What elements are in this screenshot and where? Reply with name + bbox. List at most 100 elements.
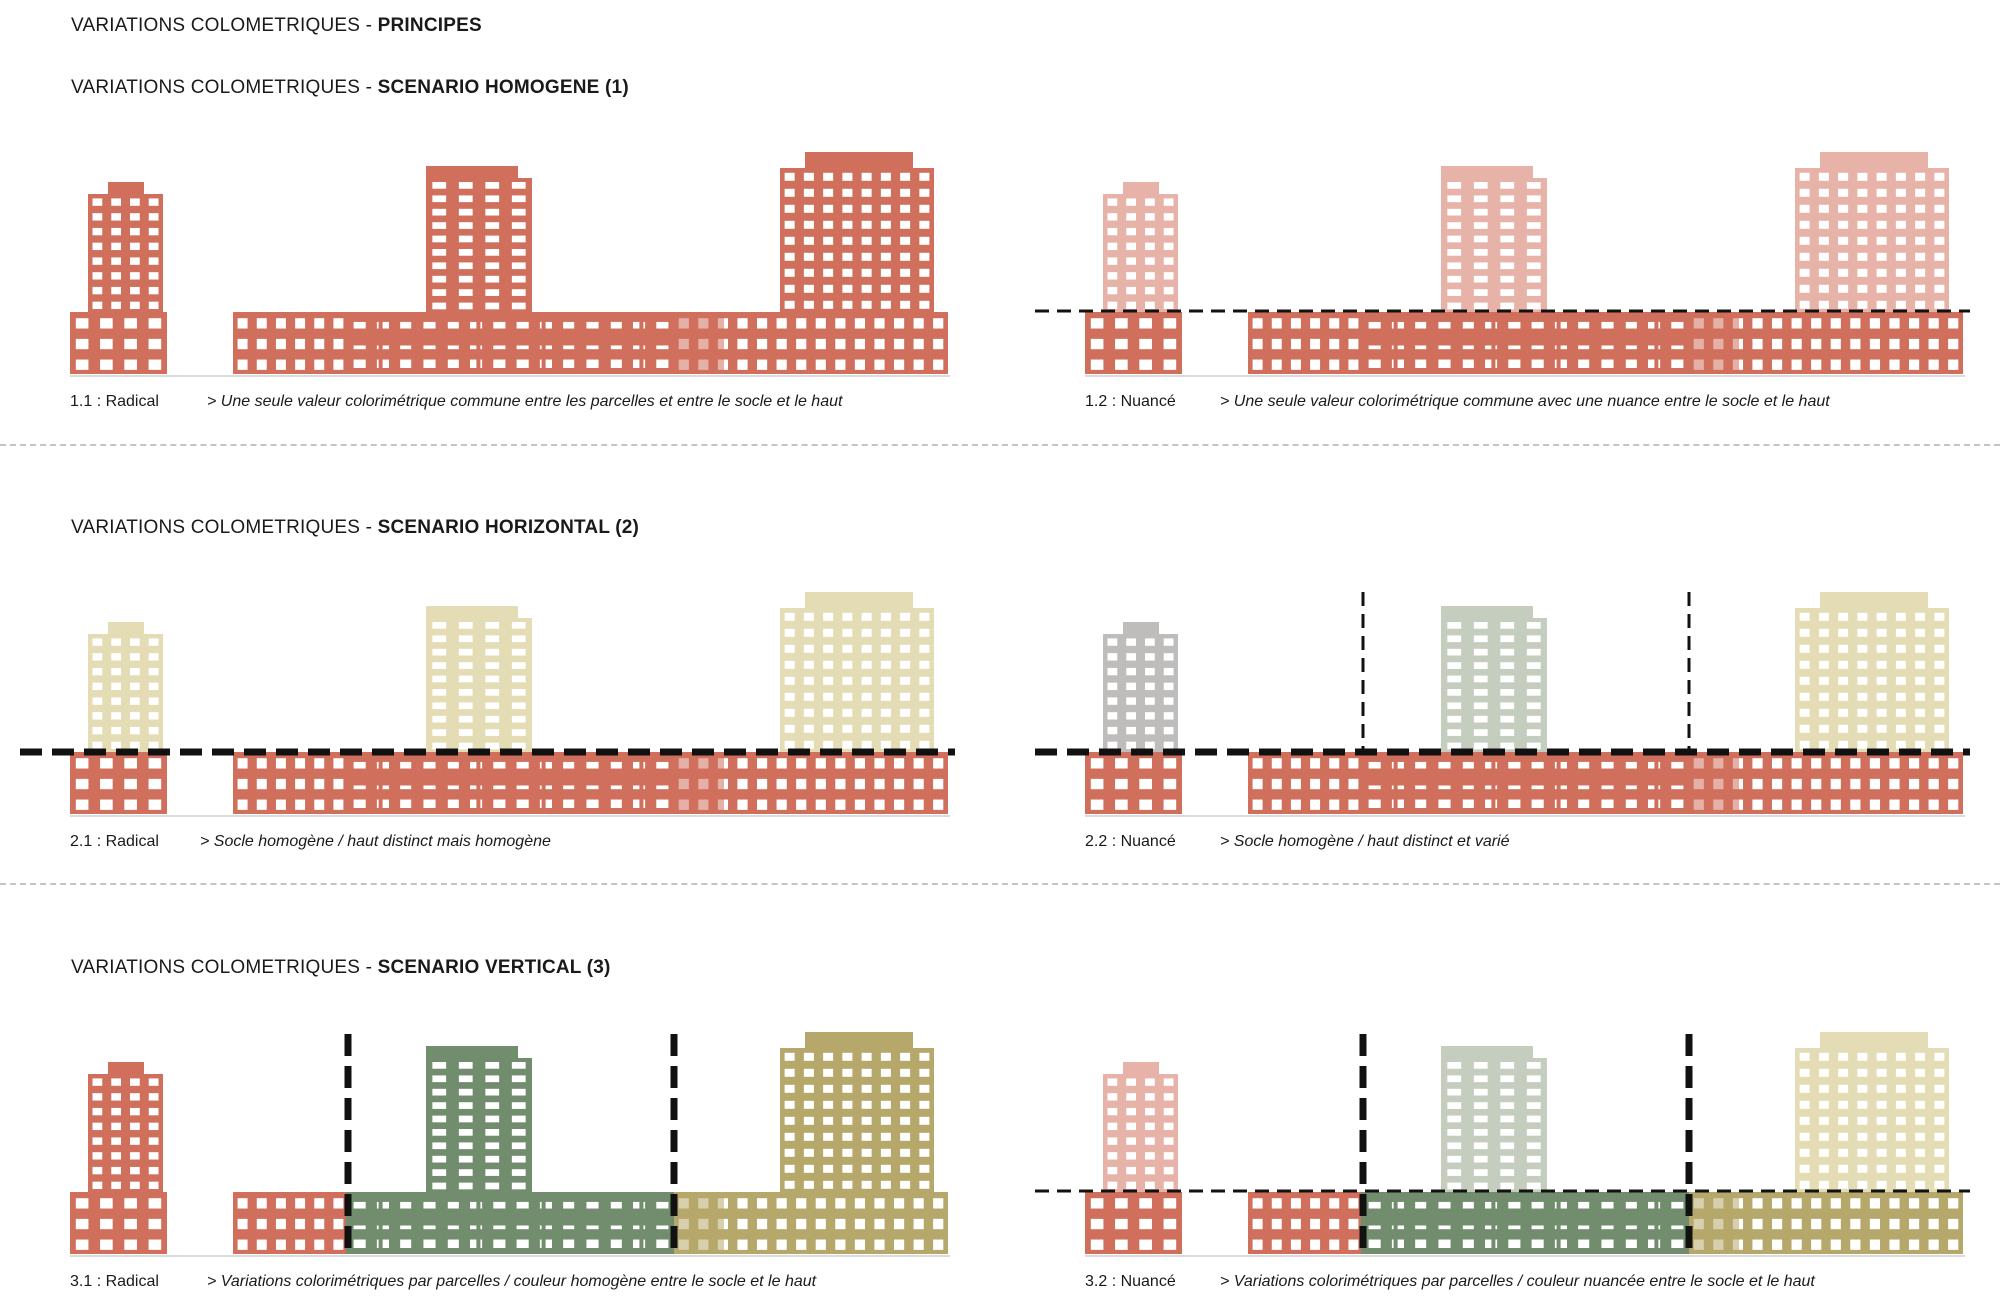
- window: [1752, 1218, 1763, 1230]
- window: [1485, 318, 1498, 329]
- window: [1752, 1198, 1763, 1209]
- window: [1811, 338, 1822, 350]
- window: [423, 758, 436, 769]
- window: [1348, 778, 1359, 790]
- window: [458, 275, 473, 283]
- window: [874, 1218, 885, 1230]
- window: [353, 359, 366, 370]
- window: [458, 675, 473, 683]
- window: [900, 204, 911, 213]
- tower-3-crown: [805, 152, 913, 168]
- window: [1473, 702, 1488, 710]
- caption-2-2: 2.2 : Nuancé > Socle homogène / haut dis…: [1085, 833, 1510, 851]
- window: [148, 726, 159, 735]
- caption-label: 3.2 : Nuancé: [1085, 1273, 1176, 1290]
- caption-label: 2.2 : Nuancé: [1085, 833, 1176, 850]
- window: [796, 758, 807, 769]
- window: [1838, 628, 1849, 637]
- window: [1838, 172, 1849, 181]
- window: [1139, 1218, 1152, 1230]
- window: [1526, 689, 1541, 696]
- window: [333, 359, 344, 370]
- window: [1508, 758, 1521, 769]
- window: [1438, 758, 1451, 769]
- window: [1895, 628, 1906, 637]
- window: [880, 1068, 891, 1077]
- window: [1500, 1075, 1515, 1083]
- window: [880, 1148, 891, 1157]
- window: [784, 1068, 795, 1077]
- window: [737, 1198, 748, 1209]
- window: [1500, 249, 1515, 256]
- window: [1107, 682, 1118, 691]
- window: [124, 359, 137, 370]
- window: [458, 222, 473, 229]
- window: [823, 660, 834, 669]
- window: [423, 799, 436, 810]
- window: [815, 1218, 826, 1230]
- window: [1271, 778, 1282, 790]
- window: [1163, 726, 1174, 735]
- window: [919, 1052, 930, 1061]
- window: [511, 1129, 526, 1136]
- socle-3-glazing: [1689, 312, 1739, 374]
- window: [656, 799, 669, 810]
- window: [275, 318, 286, 329]
- window: [111, 1107, 121, 1116]
- diagram-2-2: [1035, 592, 1970, 817]
- window: [861, 172, 872, 181]
- window: [784, 1052, 795, 1061]
- window: [563, 758, 576, 769]
- window: [432, 689, 447, 696]
- window: [1838, 1084, 1849, 1093]
- window: [458, 1169, 473, 1176]
- window: [1145, 712, 1155, 720]
- window: [1107, 227, 1118, 236]
- window: [130, 227, 140, 236]
- window: [485, 1129, 500, 1136]
- window: [1145, 697, 1155, 705]
- tower-3-crown: [1820, 152, 1928, 168]
- window: [75, 318, 89, 329]
- caption-label: 3.1 : Radical: [70, 1273, 159, 1290]
- window: [1447, 195, 1462, 203]
- window: [1368, 1198, 1381, 1209]
- window: [1876, 1148, 1887, 1157]
- window: [1500, 1088, 1515, 1096]
- window: [1473, 635, 1488, 643]
- window: [1601, 1198, 1614, 1209]
- window: [1895, 268, 1906, 277]
- window: [1252, 758, 1263, 769]
- window: [823, 172, 834, 181]
- window: [1915, 740, 1926, 749]
- window: [633, 359, 646, 370]
- window: [756, 758, 768, 769]
- window: [1948, 1239, 1959, 1250]
- window: [1473, 1115, 1488, 1123]
- window: [130, 198, 140, 206]
- window: [148, 338, 162, 350]
- window: [835, 1239, 846, 1250]
- window: [295, 338, 306, 350]
- window: [485, 1088, 500, 1096]
- window: [295, 778, 306, 790]
- window: [295, 1218, 306, 1230]
- window: [458, 302, 473, 310]
- window: [823, 692, 834, 701]
- window: [803, 204, 814, 213]
- window: [784, 724, 795, 733]
- window: [815, 338, 826, 350]
- window: [1500, 675, 1515, 683]
- window: [1671, 758, 1684, 769]
- window: [784, 1116, 795, 1125]
- window: [861, 1052, 872, 1061]
- window: [1145, 682, 1155, 691]
- tower-3-top: [780, 168, 934, 312]
- window: [1500, 289, 1515, 296]
- window: [1526, 1142, 1541, 1150]
- column: [606, 752, 611, 814]
- window: [148, 653, 159, 661]
- window: [111, 257, 121, 265]
- window: [92, 653, 103, 661]
- window: [92, 286, 103, 295]
